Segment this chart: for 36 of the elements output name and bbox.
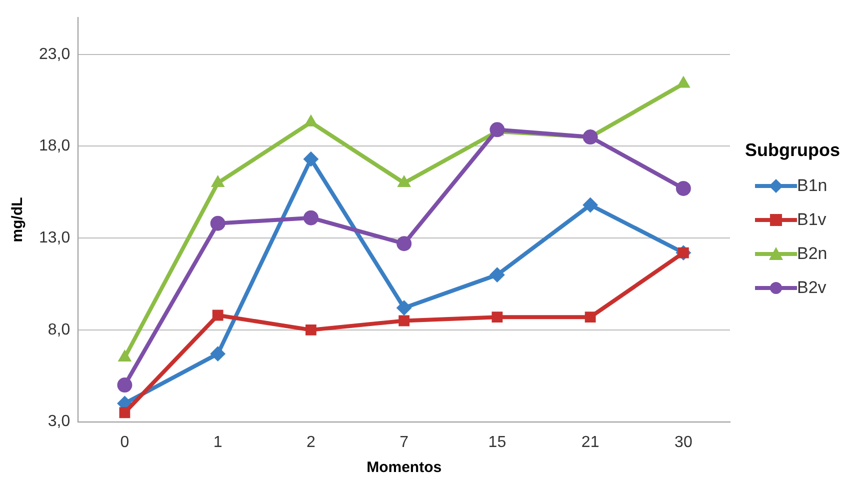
point xyxy=(210,346,226,362)
point xyxy=(492,312,503,323)
x-tick-label: 21 xyxy=(581,434,600,451)
y-tick-label: 13,0 xyxy=(39,229,70,246)
y-tick-label: 8,0 xyxy=(48,321,70,338)
point xyxy=(303,210,318,226)
point xyxy=(303,152,318,167)
point xyxy=(582,198,598,212)
legend-label: B2n xyxy=(797,244,828,264)
y-axis-title: mg/dL xyxy=(9,197,26,242)
y-tick-label: 23,0 xyxy=(39,46,70,63)
point xyxy=(396,236,412,252)
point xyxy=(398,315,410,326)
point xyxy=(210,216,226,231)
point xyxy=(582,130,598,145)
x-tick-label: 2 xyxy=(306,434,316,451)
x-tick-label: 1 xyxy=(213,434,222,451)
point xyxy=(119,407,130,418)
x-tick-label: 0 xyxy=(120,434,130,451)
legend-label: B2v xyxy=(797,278,826,298)
point xyxy=(584,312,596,323)
legend-title: Subgrupos xyxy=(745,140,840,161)
x-tick-label: 7 xyxy=(400,434,409,451)
x-tick-label: 15 xyxy=(488,434,506,451)
legend-label: B1n xyxy=(797,176,828,196)
point xyxy=(212,310,224,321)
point xyxy=(396,300,412,316)
x-axis-title: Momentos xyxy=(366,459,442,476)
point xyxy=(490,267,505,282)
point xyxy=(117,378,132,393)
point xyxy=(676,180,691,196)
x-tick-label: 30 xyxy=(674,434,692,451)
point xyxy=(306,324,316,336)
legend-label: B1v xyxy=(797,210,826,230)
y-tick-label: 18,0 xyxy=(39,138,70,155)
y-tick-label: 3,0 xyxy=(48,413,70,430)
